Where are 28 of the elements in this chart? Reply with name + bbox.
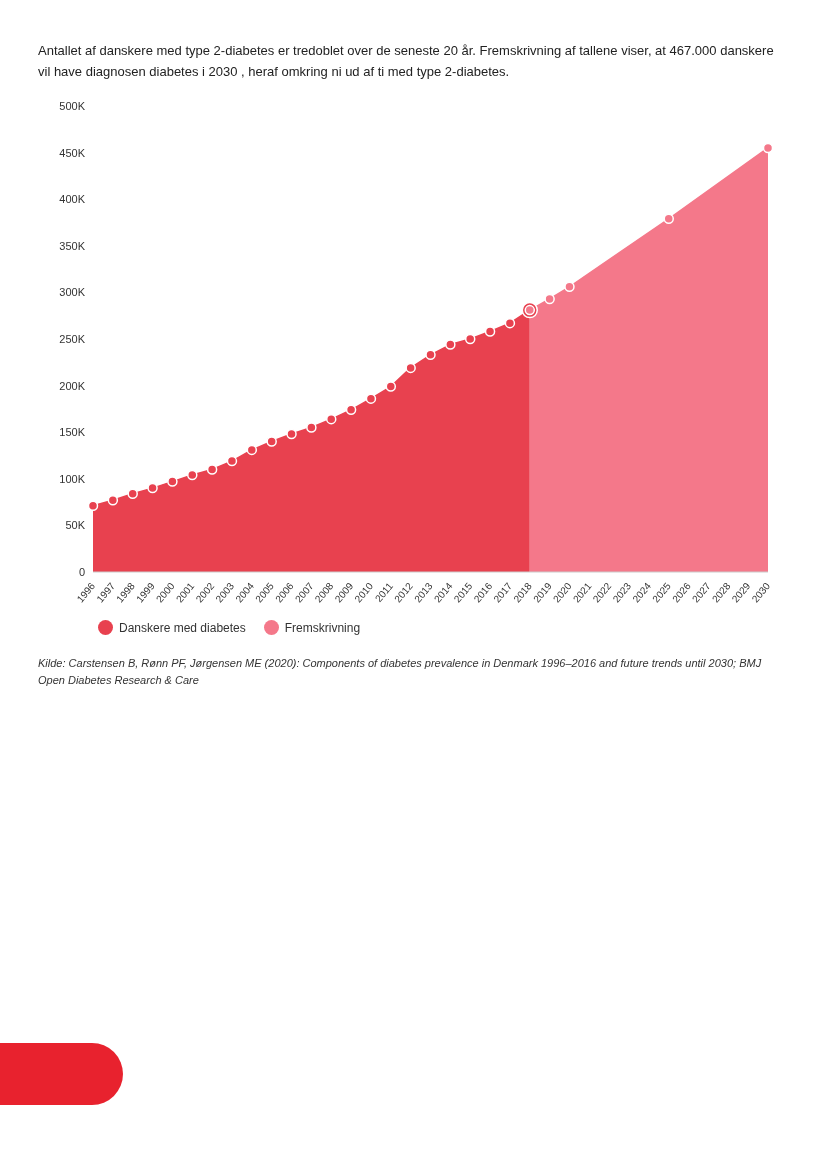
- y-tick-label: 100K: [59, 472, 86, 485]
- y-tick-label: 250K: [59, 332, 86, 345]
- y-tick-label: 450K: [59, 146, 86, 159]
- point: [246, 444, 258, 456]
- text: Kilde: Carstensen B, Rønn PF, Jørgensen ME (2020): Components of diabetes prevalence in Denmark 1996–2016 and future trends until 2030; BMJ Open Diabetes Research & Care: [38, 656, 763, 688]
- y-tick-label: 0: [78, 565, 85, 578]
- point: [167, 476, 178, 487]
- y-tick-label: 50K: [65, 519, 86, 532]
- y-tick-label: 400K: [59, 193, 86, 206]
- chart-title: Antallet af danskere med type 2-diabetes er tredoblet over de seneste 20 år. Fremskrivning af tallene viser, at 467.000 danskere vil have diagnosen diabetes i 2030 , heraf omkring ni ud af ti med type 2-diabetes.: [38, 42, 775, 81]
- y-tick-label: 300K: [59, 286, 86, 299]
- y-tick-label: 500K: [59, 99, 86, 112]
- point: [306, 422, 317, 433]
- point: [445, 339, 456, 350]
- point: [266, 436, 277, 447]
- y-tick-label: 350K: [59, 239, 86, 252]
- point: [464, 333, 476, 345]
- point: [405, 362, 416, 374]
- y-tick-label: 200K: [59, 379, 86, 392]
- legend-label: Fremskrivning: [283, 620, 361, 635]
- point: [147, 482, 158, 494]
- point: [206, 464, 218, 475]
- point: [187, 469, 198, 481]
- y-tick-label: 150K: [59, 426, 86, 439]
- legend-label: Danskere med diabetes: [118, 620, 246, 635]
- point: [484, 326, 496, 337]
- point: [226, 455, 238, 467]
- point: [385, 381, 397, 392]
